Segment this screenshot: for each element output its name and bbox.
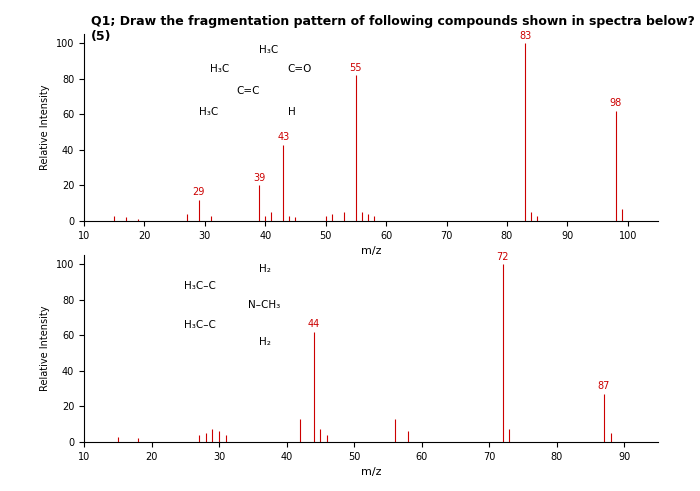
Text: 98: 98: [610, 98, 622, 108]
Y-axis label: Relative Intensity: Relative Intensity: [41, 306, 50, 391]
X-axis label: m/z: m/z: [360, 246, 382, 256]
Text: H₃C–C: H₃C–C: [184, 281, 216, 291]
Text: 83: 83: [519, 30, 531, 41]
X-axis label: m/z: m/z: [360, 467, 382, 477]
Text: 72: 72: [496, 251, 509, 262]
Text: 29: 29: [193, 187, 205, 197]
Text: Q1; Draw the fragmentation pattern of following compounds shown in spectra below: Q1; Draw the fragmentation pattern of fo…: [91, 15, 695, 43]
Text: 55: 55: [349, 62, 362, 73]
Text: 87: 87: [598, 381, 610, 391]
Text: H₃C–C: H₃C–C: [184, 320, 216, 330]
Text: N–CH₃: N–CH₃: [248, 300, 280, 309]
Text: H₃C: H₃C: [210, 64, 230, 74]
Text: C=O: C=O: [288, 64, 312, 74]
Text: C=C: C=C: [236, 86, 260, 96]
Text: 44: 44: [307, 319, 320, 329]
Text: H₂: H₂: [259, 264, 271, 274]
Text: 39: 39: [253, 173, 265, 183]
Text: H₃C: H₃C: [259, 45, 279, 55]
Text: H: H: [288, 107, 295, 116]
Y-axis label: Relative Intensity: Relative Intensity: [41, 85, 50, 170]
Text: H₂: H₂: [259, 337, 271, 347]
Text: H₃C: H₃C: [199, 107, 218, 116]
Text: 43: 43: [277, 132, 290, 142]
